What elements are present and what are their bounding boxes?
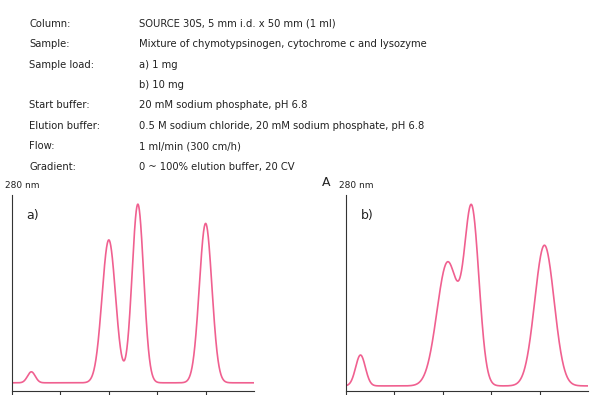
Text: Mixture of chymotypsinogen, cytochrome c and lysozyme: Mixture of chymotypsinogen, cytochrome c… <box>139 39 427 49</box>
Text: b): b) <box>361 209 373 222</box>
Text: a): a) <box>26 209 39 222</box>
Text: SOURCE 30S, 5 mm i.d. x 50 mm (1 ml): SOURCE 30S, 5 mm i.d. x 50 mm (1 ml) <box>139 19 335 28</box>
Text: b) 10 mg: b) 10 mg <box>139 80 184 90</box>
Text: Elution buffer:: Elution buffer: <box>29 121 100 131</box>
Text: 1 ml/min (300 cm/h): 1 ml/min (300 cm/h) <box>139 141 241 151</box>
Text: 0.5 M sodium chloride, 20 mM sodium phosphate, pH 6.8: 0.5 M sodium chloride, 20 mM sodium phos… <box>139 121 424 131</box>
Text: 20 mM sodium phosphate, pH 6.8: 20 mM sodium phosphate, pH 6.8 <box>139 100 307 111</box>
Text: Sample load:: Sample load: <box>29 60 94 70</box>
Text: Gradient:: Gradient: <box>29 162 76 172</box>
Text: Start buffer:: Start buffer: <box>29 100 90 111</box>
Text: A: A <box>322 176 330 189</box>
Text: 0 ~ 100% elution buffer, 20 CV: 0 ~ 100% elution buffer, 20 CV <box>139 162 295 172</box>
Text: a) 1 mg: a) 1 mg <box>139 60 178 70</box>
Text: Column:: Column: <box>29 19 71 28</box>
Text: Sample:: Sample: <box>29 39 70 49</box>
Text: Flow:: Flow: <box>29 141 55 151</box>
Text: 280 nm: 280 nm <box>339 181 373 190</box>
Text: 280 nm: 280 nm <box>5 181 39 190</box>
